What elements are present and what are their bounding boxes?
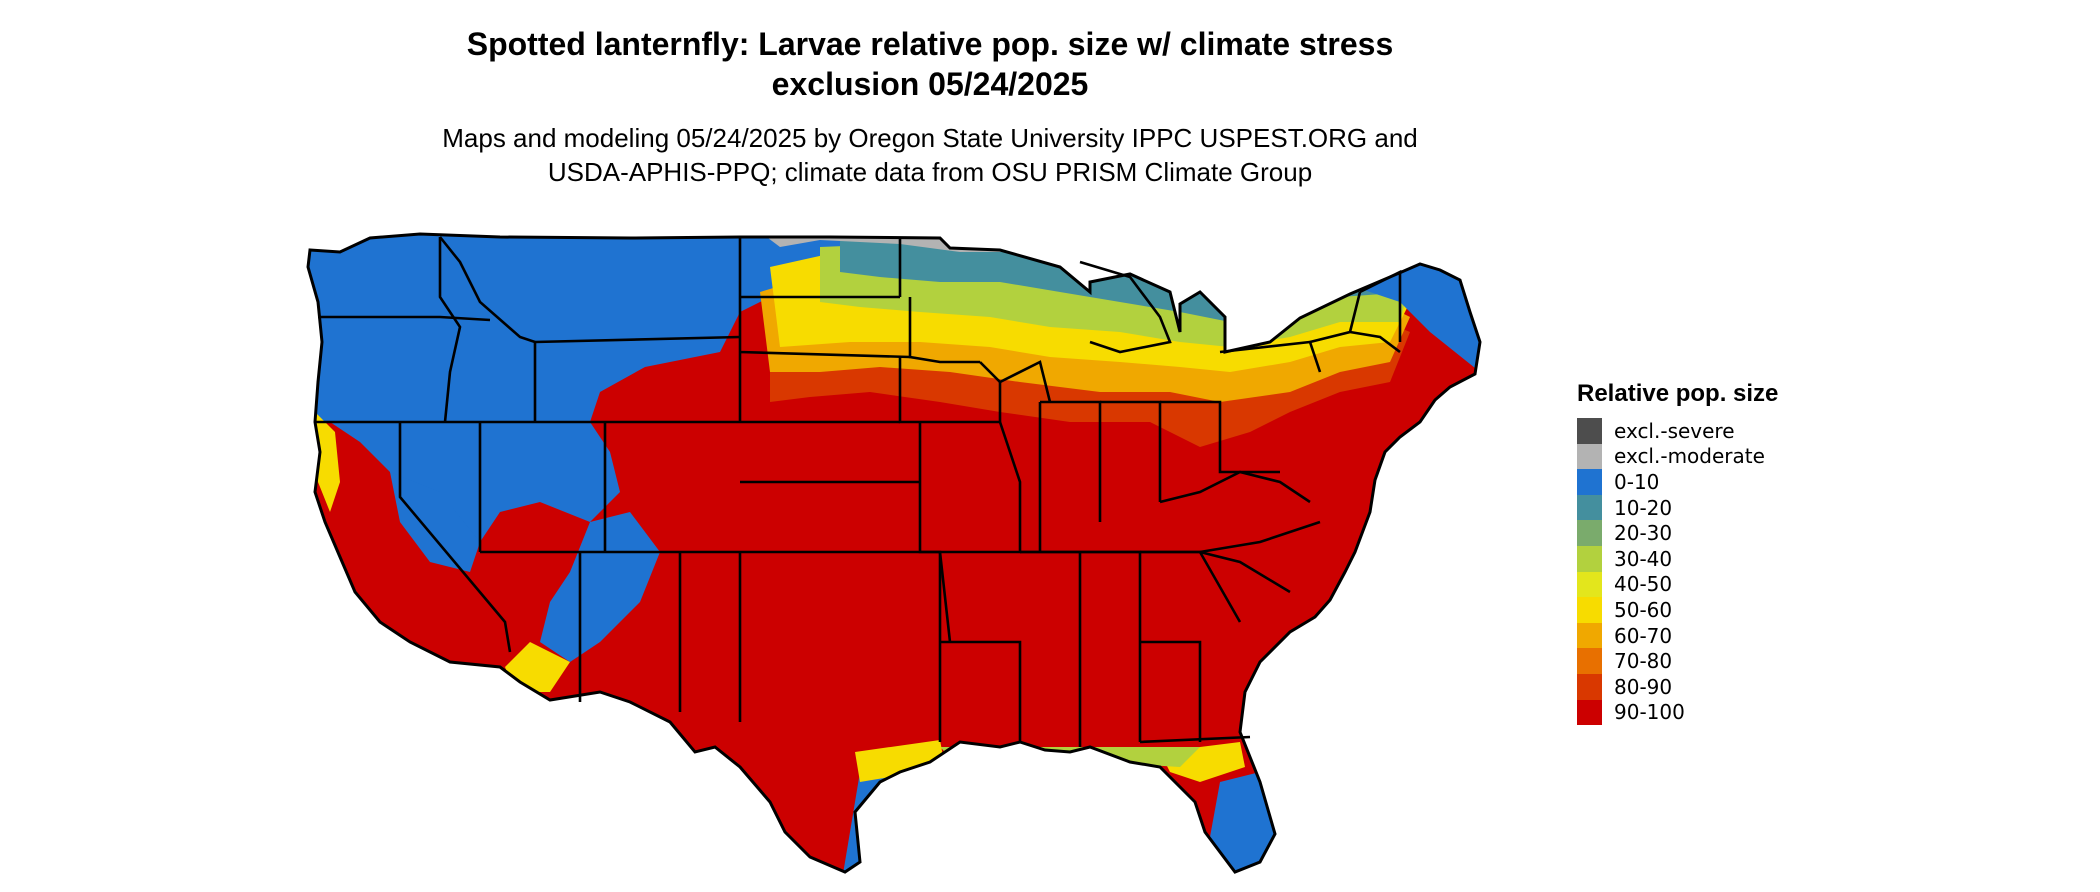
title-line-2: exclusion 05/24/2025 [771, 66, 1089, 102]
legend-swatch [1577, 494, 1602, 521]
border-ar-la [938, 552, 1022, 742]
zone-gulf-green [940, 747, 1200, 767]
legend-item: 0-10 [1577, 469, 1778, 495]
legend-swatch [1577, 520, 1602, 546]
subtitle-line-2: USDA-APHIS-PPQ; climate data from OSU PR… [547, 157, 1313, 187]
border-wi-il [979, 360, 1052, 403]
border-ca-nv [398, 422, 512, 653]
legend-item: 80-90 [1577, 673, 1778, 700]
border-id-mt [438, 236, 536, 344]
border-mn [898, 237, 980, 364]
legend-swatch [1577, 673, 1602, 700]
legend-swatch [1577, 648, 1602, 674]
legend-item: 30-40 [1577, 545, 1778, 572]
border-ky-tn [1020, 520, 1321, 554]
border-ia [898, 357, 1002, 424]
map-title: Spotted lanternfly: Larvae relative pop.… [0, 24, 1860, 104]
legend-item: 40-50 [1577, 571, 1778, 598]
title-line-1: Spotted lanternfly: Larvae relative pop.… [466, 26, 1394, 62]
legend-item: excl.-moderate [1577, 443, 1778, 470]
zone-southwest-blue [540, 512, 660, 662]
border-new-england [1309, 269, 1402, 354]
legend-item: 20-30 [1577, 520, 1778, 546]
legend-label: excl.-severe [1614, 418, 1735, 443]
legend-swatch [1577, 469, 1602, 495]
legend-item: 50-60 [1577, 597, 1778, 623]
legend-item: 60-70 [1577, 622, 1778, 649]
border-dakotas [738, 237, 911, 422]
legend-label: 50-60 [1614, 597, 1673, 622]
legend-swatch [1577, 418, 1602, 444]
border-mt-wy [534, 335, 741, 344]
border-oh-pa [1160, 400, 1280, 474]
zone-upper-midwest-blue [1060, 234, 1290, 277]
legend-swatch [1577, 571, 1602, 598]
legend-label: excl.-moderate [1614, 444, 1765, 469]
legend-label: 90-100 [1614, 700, 1685, 725]
border-id-wy-ut [480, 342, 605, 424]
border-ga-al-line [1140, 640, 1202, 742]
legend: Relative pop. size excl.-severe excl.-mod… [1577, 380, 1779, 726]
legend-swatch [1577, 597, 1602, 623]
legend-label: 40-50 [1614, 572, 1673, 597]
legend-label: 20-30 [1614, 521, 1673, 546]
legend-item: 70-80 [1577, 648, 1778, 674]
zone-southwest-yellow [505, 642, 570, 692]
state-borders [315, 236, 1402, 747]
legend-item: 10-20 [1577, 494, 1778, 521]
legend-item: 90-100 [1577, 699, 1778, 726]
zone-nevada-blue [390, 472, 480, 572]
border-mi [1079, 260, 1172, 354]
legend-label: 80-90 [1614, 674, 1673, 699]
legend-swatch [1577, 699, 1602, 726]
border-ne-ks [740, 420, 920, 484]
legend-item: excl.-severe [1577, 418, 1778, 444]
legend-label: 0-10 [1614, 469, 1660, 494]
us-population-map [306, 232, 1482, 874]
border-wv-va [1159, 470, 1311, 504]
us-outline [306, 232, 1482, 874]
zone-west-blue [308, 234, 860, 552]
border-nc-sc [1199, 550, 1291, 594]
legend-label: 70-80 [1614, 649, 1673, 674]
legend-swatch [1577, 443, 1602, 470]
climate-zones [308, 234, 1480, 872]
border-nm-tx [680, 550, 820, 722]
legend-title: Relative pop. size [1577, 380, 1779, 407]
subtitle-line-1: Maps and modeling 05/24/2025 by Oregon S… [442, 123, 1418, 153]
legend-items: excl.-severe excl.-moderate 0-10 10-20 20-30… [1577, 418, 1778, 726]
legend-label: 10-20 [1614, 495, 1673, 520]
legend-label: 60-70 [1614, 623, 1673, 648]
zone-west-coast-yellow [315, 412, 340, 512]
map-subtitle: Maps and modeling 05/24/2025 by Oregon S… [0, 121, 1860, 189]
legend-swatch [1577, 545, 1602, 572]
border-id-west [438, 237, 462, 423]
legend-swatch [1577, 622, 1602, 649]
legend-label: 30-40 [1614, 546, 1673, 571]
border-wa-or [318, 315, 491, 322]
zone-texas-yellow [855, 740, 945, 782]
